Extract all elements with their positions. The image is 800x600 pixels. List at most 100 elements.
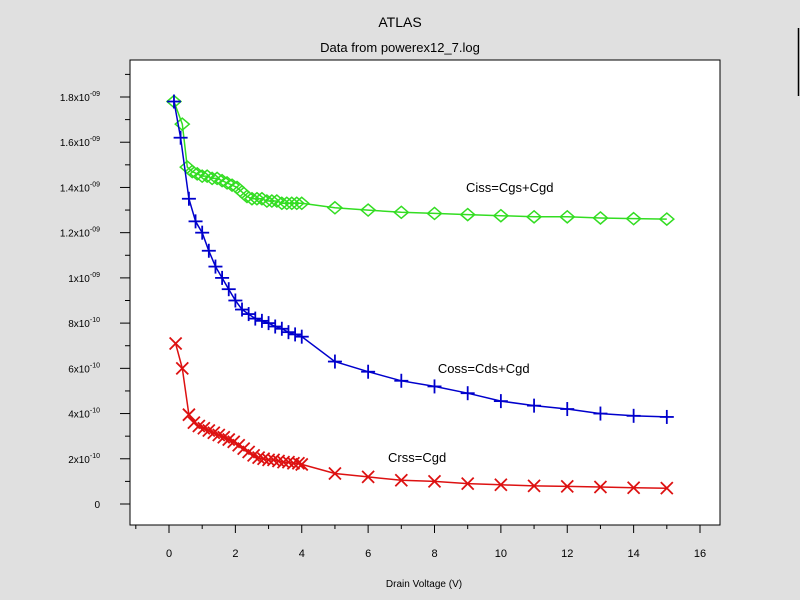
data-point-x (660, 481, 674, 495)
data-point-x (394, 473, 408, 487)
y-tick-label: 2x10-10 (68, 453, 100, 466)
y-tick-label: 8x10-10 (68, 317, 100, 330)
data-point-x (427, 474, 442, 489)
data-point-x (527, 479, 541, 493)
axes: 0 2 4 6 8 10 12 14 16 0 2x10-10 4x10-10 6x10-10 8x10-… (60, 73, 706, 560)
data-point-diamond (525, 209, 543, 224)
data-point-diamond (238, 189, 256, 204)
data-point-diamond (393, 205, 410, 220)
annotations: Ciss=Cgs+Cgd Coss=Cds+Cgd Crss=Cgd (388, 180, 553, 465)
data-point-diamond (223, 178, 241, 193)
data-point-diamond (203, 171, 221, 186)
x-tick-label: 10 (495, 548, 507, 560)
data-point-diamond (263, 194, 281, 208)
data-point-diamond (248, 191, 266, 206)
x-tick-label: 2 (232, 548, 238, 560)
chart-title: ATLAS (378, 14, 421, 30)
y-tick-label: 1.2x10-09 (60, 227, 100, 240)
data-point-plus (394, 373, 409, 388)
data-point-plus (361, 364, 376, 379)
data-point-plus (281, 325, 296, 340)
x-tick-label: 8 (431, 548, 437, 560)
data-point-diamond (268, 194, 286, 208)
x-tick-label: 14 (628, 548, 640, 560)
data-point-x (361, 470, 375, 484)
y-tick-label: 0 (94, 500, 100, 511)
data-point-plus (327, 354, 342, 369)
data-point-diamond (492, 208, 510, 223)
data-point-diamond (213, 173, 231, 188)
y-tick-label: 1.6x10-09 (60, 136, 100, 149)
chart-subtitle: Data from powerex12_7.log (320, 40, 480, 55)
data-point-plus (626, 408, 641, 423)
x-axis-label: Drain Voltage (V) (386, 579, 462, 590)
data-point-diamond (208, 171, 226, 186)
x-tick-label: 6 (365, 548, 371, 560)
data-point-plus (493, 394, 508, 409)
series-annotation: Crss=Cgd (388, 450, 446, 465)
data-point-x (593, 480, 608, 494)
data-point-plus (659, 409, 674, 424)
data-point-plus (166, 94, 181, 109)
y-tick-label: 4x10-10 (68, 408, 100, 421)
data-point-diamond (326, 200, 344, 215)
data-point-diamond (426, 206, 443, 221)
data-point-diamond (184, 164, 201, 179)
data-point-x (560, 479, 574, 493)
series-1 (166, 94, 674, 424)
data-point-diamond (288, 196, 305, 211)
data-point-diamond (189, 166, 206, 181)
series-layer (165, 94, 675, 495)
data-point-plus (208, 259, 223, 274)
data-point-diamond (194, 169, 211, 184)
data-point-x (182, 408, 196, 422)
data-point-plus (460, 386, 475, 401)
data-point-plus (274, 321, 289, 336)
data-point-plus (268, 319, 283, 334)
data-point-diamond (218, 175, 236, 190)
data-point-diamond (559, 209, 576, 224)
series-0 (165, 94, 675, 227)
data-point-diamond (199, 169, 216, 184)
data-point-plus (228, 293, 243, 308)
x-tick-label: 0 (166, 548, 172, 560)
data-point-plus (248, 311, 263, 326)
series-2 (169, 336, 674, 495)
y-tick-label: 6x10-10 (68, 362, 100, 375)
data-point-diamond (625, 211, 642, 226)
data-point-plus (288, 327, 303, 342)
x-tick-label: 16 (694, 548, 706, 560)
y-tick-label: 1.4x10-09 (60, 181, 100, 194)
series-annotation: Ciss=Cgs+Cgd (466, 180, 553, 195)
data-point-x (626, 481, 641, 495)
data-point-x (328, 466, 342, 481)
data-point-plus (254, 313, 269, 328)
y-tick-label: 1.8x10-09 (60, 91, 100, 104)
data-point-diamond (658, 212, 675, 227)
data-point-diamond (592, 210, 609, 225)
data-point-x (291, 456, 306, 470)
data-point-x (266, 453, 281, 467)
data-point-plus (527, 398, 542, 413)
data-point-diamond (293, 196, 310, 211)
x-tick-label: 4 (299, 548, 305, 560)
data-point-plus (181, 191, 196, 206)
data-point-x (251, 451, 266, 465)
series-annotation: Coss=Cds+Cgd (438, 361, 530, 376)
data-point-plus (215, 270, 230, 285)
data-point-diamond (253, 191, 271, 206)
y-tick-label: 1x10-09 (68, 272, 100, 285)
data-point-plus (188, 214, 203, 229)
data-point-plus (593, 406, 608, 421)
data-point-x (494, 478, 508, 492)
data-point-x (461, 477, 475, 491)
data-point-plus (294, 329, 309, 344)
data-point-x (169, 336, 183, 351)
data-point-plus (427, 379, 442, 394)
data-point-plus (261, 316, 276, 331)
data-point-plus (221, 282, 236, 297)
data-point-plus (173, 130, 188, 145)
data-point-x (295, 457, 309, 472)
data-point-diamond (459, 207, 476, 222)
